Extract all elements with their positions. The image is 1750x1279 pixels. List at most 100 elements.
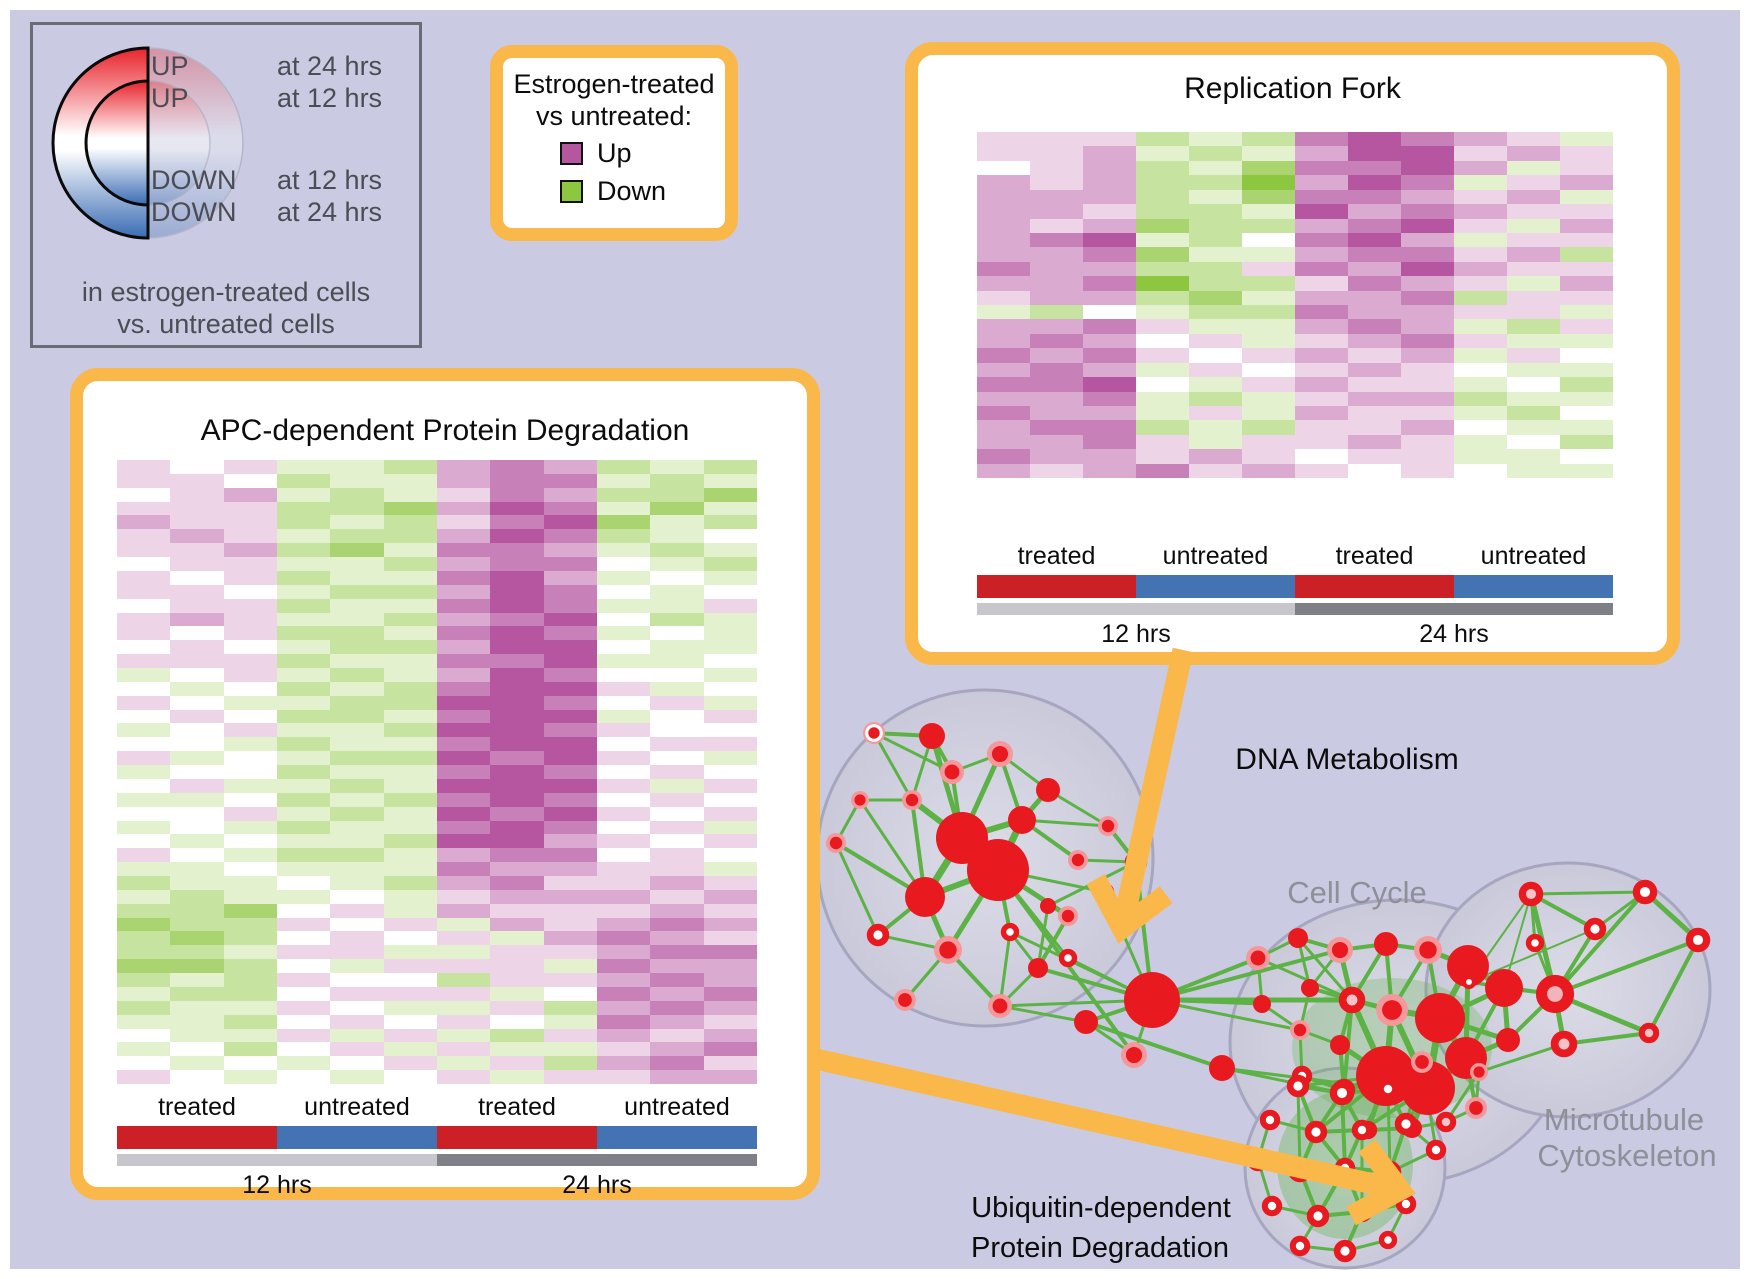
heatmap-cell: [117, 765, 171, 779]
heatmap-cell: [490, 751, 544, 766]
heatmap-cell: [1401, 362, 1454, 378]
heatmap-cell: [117, 778, 171, 793]
heatmap-cell: [1401, 405, 1454, 421]
heatmap-cell: [330, 1014, 384, 1029]
heatmap-cell: [276, 1070, 331, 1084]
network-node: [1246, 1148, 1270, 1172]
network-node: [1250, 950, 1266, 966]
heatmap-cell: [703, 515, 757, 530]
time-label-24hrs: 24 hrs: [562, 1171, 632, 1199]
network-node: [992, 998, 1008, 1014]
heatmap-cell: [1242, 218, 1295, 233]
heatmap-cell: [383, 501, 437, 516]
heatmap-cell: [703, 986, 757, 1001]
heatmap-cell: [170, 695, 224, 710]
group-label-untreated: untreated: [624, 1093, 730, 1121]
heatmap-cell: [1136, 391, 1189, 406]
heatmap-cell: [383, 584, 437, 599]
network-node: [1583, 917, 1607, 941]
network-node: [1301, 979, 1319, 997]
heatmap-cell: [1454, 333, 1507, 349]
heatmap-cell: [1242, 434, 1295, 450]
heatmap-cell: [383, 709, 437, 724]
heatmap-cell: [1295, 391, 1348, 406]
network-node: [991, 745, 1009, 763]
heatmap-cell: [117, 848, 171, 863]
heatmap-cell: [170, 889, 224, 904]
time-label-24hrs: 24 hrs: [1419, 620, 1489, 648]
heatmap-cell: [703, 751, 757, 766]
heatmap-cell: [383, 557, 437, 571]
heatmap-cell: [490, 778, 544, 793]
apc-degradation-panel: APC-dependent Protein Degradation treate…: [70, 368, 820, 1200]
group-label-treated: treated: [1335, 542, 1414, 570]
ring-direction-label: UP: [151, 83, 189, 113]
heatmap-cell: [330, 778, 384, 793]
heatmap-cell: [276, 778, 331, 793]
heatmap-cell: [703, 543, 757, 558]
heatmap-cell: [650, 654, 704, 668]
heatmap-cell: [490, 681, 544, 696]
heatmap-cell: [650, 668, 704, 682]
heatmap-cell: [703, 862, 757, 876]
heatmap-cell: [1507, 261, 1560, 277]
heatmap-cell: [436, 640, 491, 655]
heatmap-cell: [1507, 362, 1560, 378]
treated-bar: [117, 1126, 277, 1149]
heatmap-cell: [490, 806, 544, 821]
heatmap-cell: [383, 778, 437, 793]
heatmap-cell: [596, 640, 651, 655]
heatmap-cell: [1242, 276, 1295, 291]
heatmap-cell: [1083, 160, 1136, 176]
network-node: [1287, 1157, 1313, 1183]
heatmap-cell: [1454, 290, 1507, 305]
heatmap-cell: [330, 765, 384, 779]
heatmap-cell: [596, 876, 651, 890]
heatmap-cell: [330, 986, 384, 1001]
heatmap-cell: [117, 695, 171, 710]
heatmap-cell: [276, 695, 331, 710]
heatmap-cell: [117, 570, 171, 585]
cluster-label: Microtubule: [1544, 1102, 1704, 1137]
heatmap-cell: [436, 931, 491, 946]
heatmap-cell: [1454, 420, 1507, 435]
heatmap-cell: [1454, 247, 1507, 262]
down-color-swatch: [560, 180, 583, 203]
heatmap-cell: [1083, 463, 1136, 478]
heatmap-cell: [490, 584, 544, 599]
heatmap-cell: [1030, 362, 1083, 378]
heatmap-cell: [1242, 377, 1295, 392]
heatmap-cell: [436, 806, 491, 821]
heatmap-cell: [276, 959, 331, 974]
heatmap-cell: [490, 1000, 544, 1015]
network-node: [1101, 819, 1115, 833]
heatmap-cell: [117, 654, 171, 668]
heatmap-cell: [383, 862, 437, 876]
heatmap-cell: [1560, 333, 1613, 349]
heatmap-cell: [490, 903, 544, 918]
heatmap-cell: [117, 460, 171, 474]
up-label: Up: [597, 138, 632, 168]
network-node: [1447, 945, 1489, 987]
heatmap-cell: [977, 290, 1030, 305]
apc-condition-bars: [117, 1126, 757, 1149]
heatmap-cell: [1560, 391, 1613, 406]
network-edge: [1151, 948, 1341, 1002]
heatmap-cell: [650, 737, 704, 752]
heatmap-cell: [1189, 391, 1242, 406]
network-node: [1036, 778, 1060, 802]
heatmap-cell: [1454, 362, 1507, 378]
heatmap-cell: [436, 460, 491, 474]
heatmap-cell: [1242, 247, 1295, 262]
heatmap-cell: [650, 1070, 704, 1084]
network-node: [1259, 1109, 1281, 1131]
heatmap-cell: [596, 612, 651, 627]
heatmap-cell: [596, 598, 651, 613]
heatmap-cell: [223, 473, 277, 488]
heatmap-cell: [1295, 449, 1348, 464]
network-node: [1000, 922, 1020, 942]
heatmap-cell: [170, 709, 224, 724]
network-node: [868, 727, 880, 739]
heatmap-cell: [1401, 420, 1454, 435]
heatmap-cell: [1454, 218, 1507, 233]
